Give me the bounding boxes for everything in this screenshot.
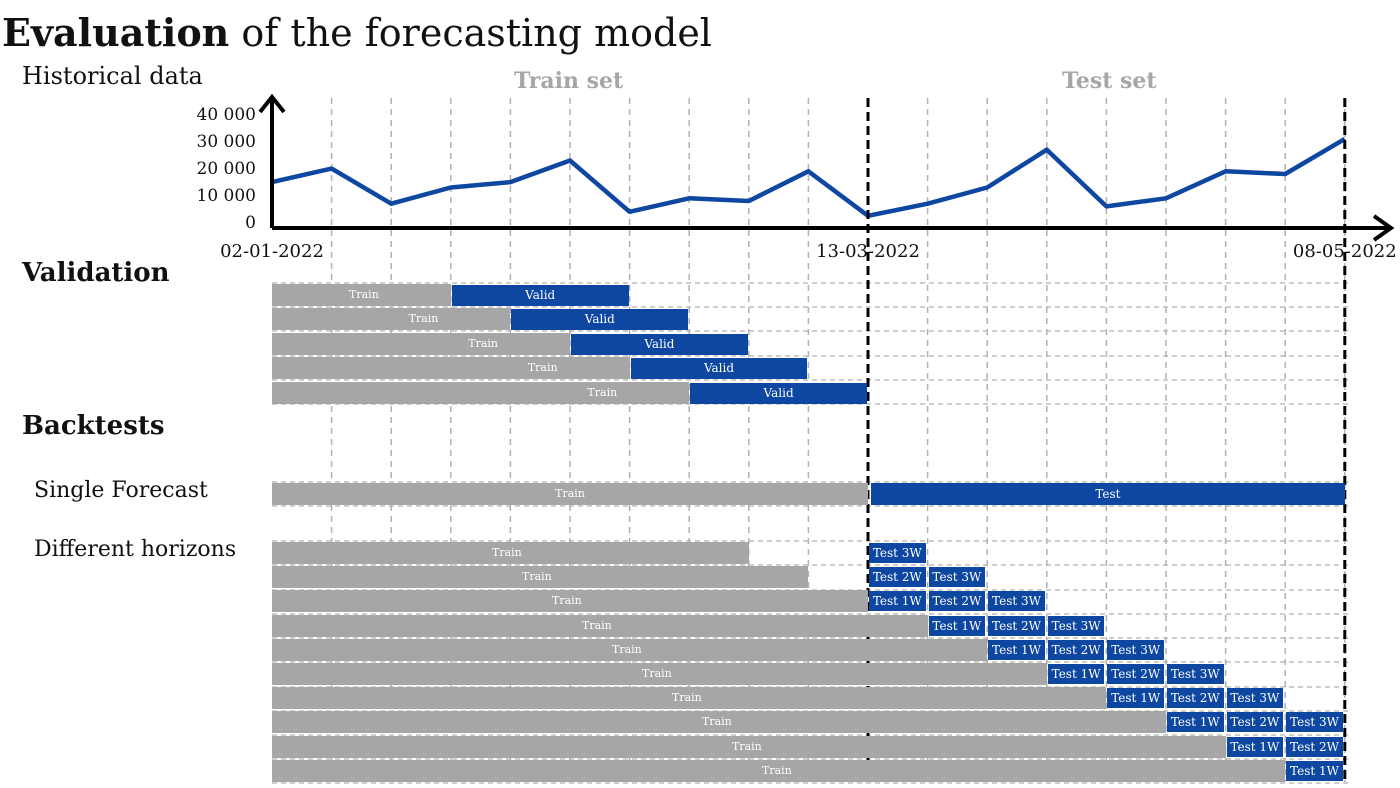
validation-valid-bar: Valid	[451, 285, 629, 306]
horizon-train-bar: Train	[272, 590, 868, 613]
y-tick-label: 30 000	[196, 132, 256, 152]
x-tick-label: 08-05-2022	[1292, 241, 1397, 262]
y-tick-label: 0	[245, 213, 256, 233]
horizon-test-bar: Test 2W	[1167, 688, 1224, 709]
horizon-test-bar: Test 3W	[1047, 615, 1105, 636]
y-axis-arrow	[258, 93, 286, 114]
horizon-test-bar: Test 2W	[928, 591, 986, 612]
y-tick-label: 20 000	[196, 159, 256, 179]
y-tick-label: 40 000	[196, 105, 256, 125]
validation-valid-bar: Valid	[690, 382, 867, 404]
horizon-test-bar: Test 2W	[1286, 736, 1343, 757]
horizon-test-bar: Test 1W	[1107, 688, 1164, 709]
x-tick-label: 13-03-2022	[816, 241, 920, 262]
x-axis-arrow	[1372, 214, 1395, 242]
horizon-test-bar: Test 1W	[1226, 736, 1284, 757]
horizon-test-bar: Test 1W	[928, 615, 986, 636]
validation-train-bar: Train	[272, 357, 630, 380]
validation-valid-bar: Valid	[511, 309, 689, 331]
horizon-train-bar: Train	[272, 687, 868, 710]
horizon-train-bar: Train	[272, 735, 868, 758]
horizon-train-extension	[868, 759, 1286, 782]
single-forecast-train-bar: Train	[272, 483, 868, 505]
horizon-test-bar: Test 3W	[1226, 688, 1284, 709]
horizon-test-bar: Test 2W	[869, 567, 926, 588]
horizon-train-extension	[868, 711, 1166, 734]
horizon-train-extension	[868, 663, 1047, 685]
horizon-train-extension	[868, 638, 988, 661]
horizon-test-bar: Test 3W	[869, 543, 926, 563]
validation-valid-bar: Valid	[571, 333, 748, 355]
train-set-label: Train set	[514, 68, 624, 94]
validation-train-bar: Train	[272, 381, 690, 404]
y-tick-label: 10 000	[196, 186, 256, 206]
horizon-train-bar: Train	[272, 614, 868, 637]
validation-heading: Validation	[22, 258, 170, 288]
horizon-test-bar: Test 1W	[1047, 664, 1105, 684]
horizon-train-extension	[868, 735, 1226, 758]
horizon-train-bar: Train	[272, 711, 868, 734]
horizon-test-bar: Test 2W	[1226, 712, 1284, 733]
horizon-train-bar: Train	[272, 759, 868, 782]
page-title: Evaluation of the forecasting model	[2, 10, 712, 55]
series-line	[271, 136, 1346, 219]
horizon-train-bar: Train	[272, 566, 809, 589]
horizon-test-bar: Test 1W	[1167, 712, 1224, 733]
validation-train-bar: Train	[272, 308, 511, 331]
horizon-test-bar: Test 3W	[1167, 664, 1224, 684]
horizon-test-bar: Test 2W	[988, 615, 1045, 636]
horizon-test-bar: Test 3W	[1107, 639, 1164, 660]
horizon-train-extension	[868, 614, 928, 637]
validation-valid-bar: Valid	[630, 358, 808, 380]
horizon-test-bar: Test 2W	[1107, 664, 1164, 684]
horizon-train-extension	[868, 687, 1107, 710]
validation-train-bar: Train	[272, 332, 570, 355]
x-tick-label: 02-01-2022	[220, 241, 324, 262]
backtests-heading: Backtests	[22, 411, 165, 441]
single-forecast-label: Single Forecast	[34, 478, 208, 503]
horizon-train-bar: Train	[272, 638, 868, 661]
horizon-train-bar: Train	[272, 542, 749, 564]
single-forecast-test-bar: Test	[871, 483, 1345, 505]
different-horizons-label: Different horizons	[34, 537, 237, 562]
horizon-test-bar: Test 3W	[988, 591, 1045, 612]
horizon-test-bar: Test 3W	[928, 567, 986, 588]
horizon-test-bar: Test 1W	[988, 639, 1045, 660]
validation-train-bar: Train	[272, 284, 451, 306]
test-set-label: Test set	[1062, 68, 1157, 94]
horizon-train-bar: Train	[272, 663, 868, 685]
historical-data-label: Historical data	[22, 62, 203, 90]
horizon-test-bar: Test 3W	[1286, 712, 1343, 733]
horizon-test-bar: Test 2W	[1047, 639, 1105, 660]
horizon-test-bar: Test 1W	[1286, 760, 1343, 781]
horizon-test-bar: Test 1W	[869, 591, 926, 612]
